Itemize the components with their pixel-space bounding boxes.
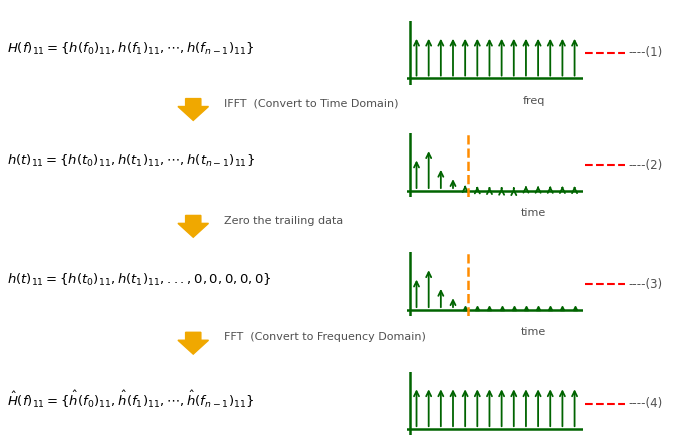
Text: $h(t)_{11} = \{h(t_0)_{11}, h(t_1)_{11},...,0,0,0,0,0\}$: $h(t)_{11} = \{h(t_0)_{11}, h(t_1)_{11},… [7,272,272,288]
FancyArrow shape [178,99,208,120]
Text: $\hat{H}(f)_{11} = \{\hat{h}(f_0)_{11}, \hat{h}(f_1)_{11}, \cdots, \hat{h}(f_{n-: $\hat{H}(f)_{11} = \{\hat{h}(f_0)_{11}, … [7,389,254,410]
Text: Zero the trailing data: Zero the trailing data [224,216,343,225]
Text: IFFT  (Convert to Time Domain): IFFT (Convert to Time Domain) [224,99,398,108]
Text: $h(t)_{11} = \{h(t_0)_{11}, h(t_1)_{11}, \cdots, h(t_{n-1})_{11}\}$: $h(t)_{11} = \{h(t_0)_{11}, h(t_1)_{11},… [7,153,255,169]
Text: FFT  (Convert to Frequency Domain): FFT (Convert to Frequency Domain) [224,333,426,342]
Text: ----(1): ----(1) [629,46,663,60]
FancyArrow shape [178,333,208,354]
Text: ----(4): ----(4) [629,397,663,410]
FancyArrow shape [178,215,208,237]
Text: freq: freq [523,96,545,106]
Text: ----(2): ----(2) [629,159,663,172]
Text: $H(f)_{11} = \{h(f_0)_{11}, h(f_1)_{11}, \cdots, h(f_{n-1})_{11}\}$: $H(f)_{11} = \{h(f_0)_{11}, h(f_1)_{11},… [7,41,254,56]
Text: time: time [521,327,546,337]
Text: time: time [521,209,546,218]
Text: ----(3): ----(3) [629,278,662,291]
